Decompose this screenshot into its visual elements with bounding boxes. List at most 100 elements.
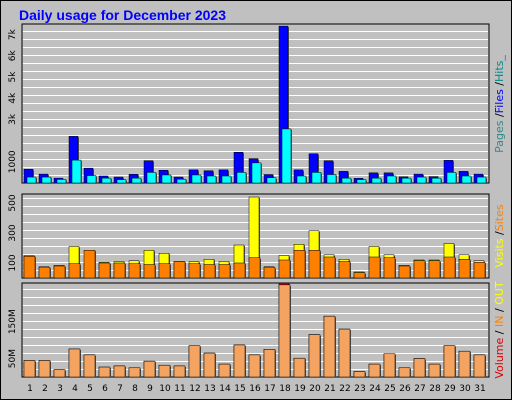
bar-sites [473,262,486,279]
bar-sites [158,263,171,279]
bar-hits [221,175,232,184]
bar-sites [98,262,111,279]
bar-sites [248,257,261,279]
y-tick-label: 3k [8,113,18,125]
bar-out [128,367,141,378]
bar-sites [128,263,141,279]
bar-sites [368,256,381,279]
bar-out [83,354,96,378]
legend-entry: / [493,327,506,338]
legend-entry: / [493,305,506,316]
y-tick-label: 6k [8,50,18,62]
bar-out [383,353,396,378]
y-tick-label: 4k [8,92,18,104]
x-tick-label: 4 [72,384,78,394]
bar-hits [191,174,202,184]
bar-hits [476,176,487,184]
bar-hits [416,176,427,184]
bar-out [278,284,291,378]
legend-entry: IN [493,316,506,327]
x-tick-label: 23 [354,384,365,394]
x-tick-label: 30 [459,384,471,394]
x-tick-label: 31 [474,384,485,394]
x-tick-label: 20 [309,384,321,394]
y-tick-label: 300 [8,224,18,241]
x-tick-label: 26 [399,384,411,394]
bar-sites [458,259,471,279]
bar-hits [311,172,322,184]
x-tick-label: 15 [234,384,245,394]
bar-sites [218,264,231,279]
x-tick-label: 5 [87,384,93,394]
bar-sites [83,250,96,279]
bar-out [308,334,321,378]
x-tick-label: 16 [249,384,261,394]
bar-hits [446,172,457,184]
x-tick-label: 27 [414,384,425,394]
bar-hits [296,175,307,184]
legend-entry: / [493,82,506,89]
bar-hits [386,175,397,184]
legend-volume: Volume / IN / OUT [493,281,506,379]
bar-hits [26,176,37,184]
x-tick-label: 12 [189,384,200,394]
y-tick-label: 7k [8,28,18,40]
bar-hits [86,175,97,184]
bar-sites [383,257,396,279]
bar-sites [143,264,156,279]
bar-hits [251,162,262,184]
legend-entry: Hits_ [493,55,506,82]
x-tick-label: 9 [147,384,153,394]
bar-out [113,365,126,378]
legend-entry: Pages [493,120,506,153]
bar-out [188,345,201,378]
y-tick-label: 150M [8,309,18,334]
x-tick-label: 11 [174,384,185,394]
bar-hits [101,177,112,184]
bar-out [353,371,366,378]
bar-hits [341,177,352,184]
bar-out [338,328,351,378]
bar-hits [236,172,247,184]
x-tick-label: 1 [27,384,33,394]
bar-sites [263,267,276,279]
bar-sites [308,250,321,279]
bar-sites [38,267,51,279]
legend-visits: Visits /Sites [493,204,506,267]
bar-sites [413,260,426,279]
bar-sites [233,262,246,279]
bar-out [68,348,81,378]
bar-sites [188,263,201,279]
bar-hits [356,179,367,184]
bar-sites [203,264,216,279]
bar-sites [113,262,126,279]
x-tick-label: 24 [369,384,381,394]
bar-sites [53,265,66,279]
x-tick-label: 28 [429,384,441,394]
bar-hits [161,174,172,184]
bar-sites [23,256,36,279]
x-tick-label: 21 [324,384,335,394]
bar-hits [206,175,217,184]
bar-hits [176,178,187,184]
bar-sites [323,256,336,279]
bar-hits [116,179,127,184]
x-tick-label: 6 [102,384,108,394]
bar-out [473,354,486,378]
legend-entry: OUT [493,281,506,305]
bar-sites [293,250,306,279]
bar-hits [371,177,382,184]
bar-out [218,363,231,378]
bar-out [158,364,171,378]
legend-entry: Sites [493,204,506,231]
bar-sites [68,263,81,279]
y-tick-label: 5k [8,71,18,83]
bar-out [458,350,471,378]
bar-out [368,363,381,378]
x-tick-label: 3 [57,384,63,394]
legend-entry: / [493,231,506,238]
bar-out [443,345,456,378]
bar-hits [131,177,142,184]
x-tick-label: 25 [384,384,395,394]
